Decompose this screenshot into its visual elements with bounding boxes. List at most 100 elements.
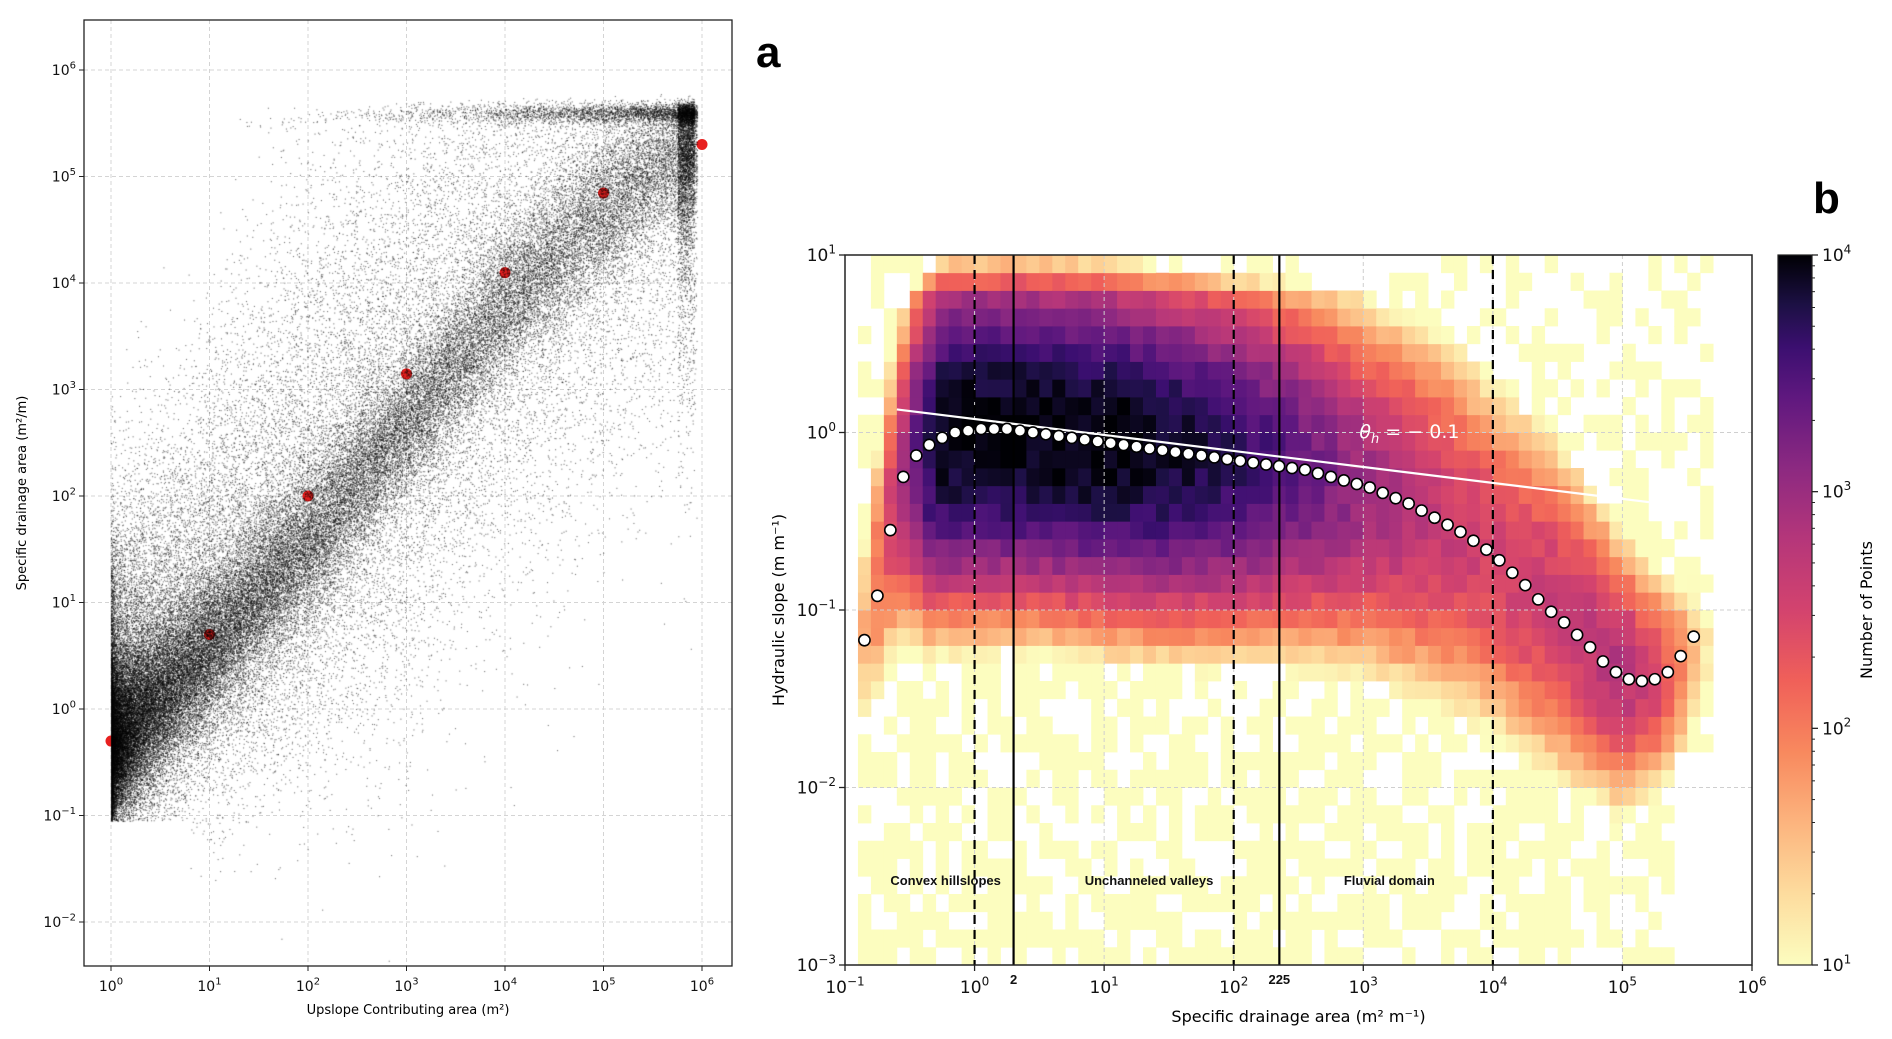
heatmap-cell xyxy=(1544,627,1559,646)
heatmap-cell xyxy=(1181,769,1196,788)
heatmap-cell xyxy=(1635,716,1649,735)
heatmap-cell xyxy=(1000,876,1014,895)
heatmap-cell xyxy=(1505,503,1520,522)
heatmap-cell xyxy=(1168,876,1183,895)
heatmap-cell xyxy=(1363,840,1377,859)
heatmap-cell xyxy=(1648,769,1662,788)
heatmap-cell xyxy=(1078,627,1092,646)
heatmap-cell xyxy=(1298,432,1312,451)
heatmap-cell xyxy=(1078,947,1092,966)
heatmap-cell xyxy=(987,681,1001,700)
heatmap-cell xyxy=(1363,556,1377,575)
heatmap-cell xyxy=(987,929,1001,948)
heatmap-cell xyxy=(1376,574,1390,593)
heatmap-cell xyxy=(1700,450,1714,469)
heatmap-cell xyxy=(1453,343,1468,362)
heatmap-cell xyxy=(1000,308,1014,327)
heatmap-cell xyxy=(1376,592,1390,611)
heatmap-cell xyxy=(883,556,898,575)
heatmap-cell xyxy=(1324,947,1338,966)
heatmap-cell xyxy=(1155,326,1170,345)
heatmap-cell xyxy=(1246,627,1261,646)
heatmap-cell xyxy=(1065,539,1079,558)
heatmap-cell xyxy=(935,539,950,558)
heatmap-cell xyxy=(1415,468,1429,487)
heatmap-cell xyxy=(1466,858,1481,877)
heatmap-cell xyxy=(935,840,950,859)
heatmap-cell xyxy=(870,468,885,487)
heatmap-cell xyxy=(1052,592,1066,611)
regime-label: Unchanneled valleys xyxy=(1085,873,1214,888)
heatmap-cell xyxy=(1531,681,1546,700)
heatmap-cell xyxy=(1557,627,1571,646)
heatmap-cell xyxy=(1155,343,1170,362)
heatmap-cell xyxy=(987,272,1001,291)
heatmap-cell xyxy=(1415,627,1429,646)
heatmap-cell xyxy=(1402,379,1416,398)
heatmap-cell xyxy=(1687,698,1701,717)
heatmap-cell xyxy=(1505,432,1520,451)
heatmap-cell xyxy=(1363,876,1377,895)
heatmap-cell xyxy=(1441,823,1455,842)
heatmap-cell xyxy=(987,787,1001,806)
heatmap-cell xyxy=(1505,379,1520,398)
heatmap-cell xyxy=(1311,326,1325,345)
heatmap-cell xyxy=(1000,610,1014,629)
heatmap-cell xyxy=(1518,716,1533,735)
heatmap-cell xyxy=(883,752,898,771)
median-point xyxy=(1570,628,1584,642)
heatmap-cell xyxy=(1130,326,1144,345)
heatmap-cell xyxy=(1674,556,1688,575)
heatmap-cell xyxy=(1155,539,1170,558)
heatmap-cell xyxy=(1104,610,1118,629)
heatmap-cell xyxy=(1117,592,1131,611)
heatmap-cell xyxy=(1259,503,1273,522)
heatmap-cell xyxy=(1492,610,1507,629)
heatmap-cell xyxy=(1143,716,1157,735)
heatmap-cell xyxy=(1181,894,1196,913)
heatmap-cell xyxy=(1220,432,1235,451)
heatmap-cell xyxy=(1181,858,1196,877)
heatmap-cell xyxy=(1117,947,1131,966)
heatmap-cell xyxy=(1622,876,1636,895)
heatmap-cell xyxy=(1479,698,1494,717)
heatmap-cell xyxy=(1155,468,1170,487)
heatmap-cell xyxy=(1337,574,1351,593)
heatmap-cell xyxy=(1544,343,1559,362)
heatmap-cell xyxy=(974,769,988,788)
heatmap-cell xyxy=(1363,361,1377,380)
heatmap-cell xyxy=(922,556,937,575)
heatmap-cell xyxy=(1661,290,1675,309)
heatmap-cell xyxy=(1000,361,1014,380)
heatmap-cell xyxy=(1376,503,1390,522)
heatmap-cell xyxy=(1376,610,1390,629)
heatmap-cell xyxy=(1168,468,1183,487)
heatmap-cell xyxy=(1246,272,1261,291)
heatmap-cell xyxy=(1194,414,1209,433)
heatmap-cell xyxy=(1479,414,1494,433)
heatmap-cell xyxy=(1078,663,1092,682)
heatmap-cell xyxy=(1337,326,1351,345)
heatmap-cell xyxy=(1609,681,1623,700)
heatmap-cell xyxy=(1544,858,1559,877)
heatmap-cell xyxy=(1000,734,1014,753)
heatmap-cell xyxy=(922,592,937,611)
median-point xyxy=(1259,458,1273,471)
heatmap-cell xyxy=(1104,858,1118,877)
heatmap-cell xyxy=(948,574,963,593)
heatmap-cell xyxy=(1259,432,1273,451)
heatmap-cell xyxy=(1363,716,1377,735)
heatmap-cell xyxy=(1428,663,1442,682)
heatmap-cell xyxy=(1324,521,1338,540)
heatmap-cell xyxy=(1337,627,1351,646)
heatmap-cell xyxy=(857,858,872,877)
heatmap-cell xyxy=(1259,397,1273,416)
heatmap-cell xyxy=(1687,716,1701,735)
heatmap-cell xyxy=(1039,343,1053,362)
heatmap-cell xyxy=(987,521,1001,540)
heatmap-cell xyxy=(1544,716,1559,735)
heatmap-cell xyxy=(1065,840,1079,859)
heatmap-cell xyxy=(1143,361,1157,380)
heatmap-cell xyxy=(987,858,1001,877)
